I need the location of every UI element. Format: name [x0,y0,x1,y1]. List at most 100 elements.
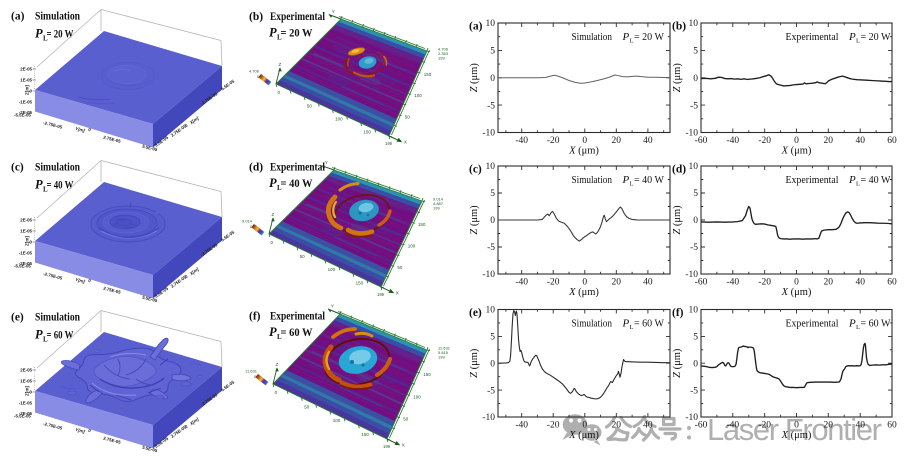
svg-text:40: 40 [643,421,653,431]
svg-text:-40: -40 [726,421,739,431]
svg-text:= 20 W: = 20 W [47,27,74,41]
svg-text:0: 0 [184,424,189,430]
svg-text:0: 0 [30,89,33,94]
svg-text:(a): (a) [11,11,25,23]
svg-text:P: P [269,325,277,339]
svg-text:Z[m]: Z[m] [25,236,30,246]
svg-text:1E-05: 1E-05 [20,379,32,384]
svg-text:0: 0 [693,74,698,84]
svg-text:Z[m]: Z[m] [25,386,30,396]
svg-text:Z (μm): Z (μm) [672,63,683,93]
svg-text:50: 50 [300,254,306,259]
svg-text:-5: -5 [487,243,495,253]
svg-text:2E-05: 2E-05 [20,218,32,223]
svg-text:Experimental: Experimental [786,174,839,186]
svg-text:Z (μm): Z (μm) [469,348,480,378]
svg-text:P: P [269,26,277,40]
svg-text:199: 199 [438,56,445,61]
svg-text:4.706: 4.706 [438,47,449,52]
svg-text:2.75E-05: 2.75E-05 [103,436,122,445]
svg-text:Simulation: Simulation [35,310,80,324]
svg-text:= 20 W: = 20 W [861,31,892,43]
svg-text:L: L [277,333,282,341]
svg-text:= 20 W: = 20 W [634,31,665,43]
svg-text:4.887: 4.887 [433,201,444,206]
svg-text:100: 100 [328,267,336,272]
svg-text:Y: Y [331,304,334,309]
svg-text:X[m]: X[m] [188,416,200,427]
svg-text:(d): (d) [672,164,686,176]
svg-text:150: 150 [363,130,371,135]
svg-text:40: 40 [855,136,865,146]
svg-text:0: 0 [275,390,278,395]
svg-text:2E-05: 2E-05 [20,67,32,72]
svg-text:40: 40 [855,278,865,288]
svg-text:11.631: 11.631 [245,369,258,374]
svg-text:= 20 W: = 20 W [281,26,313,40]
svg-text:0: 0 [278,90,281,95]
svg-text:P: P [622,174,630,186]
svg-text:L: L [43,35,48,43]
svg-text:X (μm): X (μm) [568,287,599,298]
svg-text:(d): (d) [249,162,263,174]
svg-text:60: 60 [887,421,897,431]
svg-text:2E-05: 2E-05 [20,368,32,373]
svg-text:5: 5 [490,47,495,57]
svg-text:Y[m]: Y[m] [75,427,86,434]
svg-text:11.631: 11.631 [438,346,451,351]
svg-text:Z (μm): Z (μm) [469,205,480,235]
svg-text:Experimental: Experimental [270,9,326,23]
svg-text:50: 50 [405,115,411,120]
svg-text:Simulation: Simulation [572,31,613,43]
svg-text:199: 199 [383,444,391,449]
svg-text:50: 50 [403,417,409,422]
svg-text:10: 10 [689,162,699,172]
svg-text:Experimental: Experimental [270,160,326,174]
svg-text:Simulation: Simulation [35,160,80,174]
svg-text:Y: Y [325,160,328,165]
svg-text:0: 0 [490,74,495,84]
svg-text:-2.75E-05: -2.75E-05 [43,120,63,130]
svg-text:5: 5 [490,333,495,343]
svg-text:Z (μm): Z (μm) [469,63,480,93]
svg-text:-2.75E-05: -2.75E-05 [43,421,63,431]
svg-text:40: 40 [643,136,653,146]
svg-text:60: 60 [887,278,897,288]
svg-text:100: 100 [408,244,416,249]
svg-text:2.353: 2.353 [438,51,449,56]
svg-text:P: P [622,31,630,43]
svg-text:100: 100 [414,93,422,98]
svg-text:20: 20 [824,421,834,431]
svg-text:(e): (e) [11,312,24,324]
svg-text:150: 150 [423,372,431,377]
svg-text:9.014: 9.014 [242,219,253,224]
svg-text:= 60 W: = 60 W [281,325,313,339]
svg-text:-5.5E-05: -5.5E-05 [14,264,31,269]
svg-text:-10: -10 [685,413,698,423]
svg-text:0: 0 [30,390,33,395]
svg-text:-20: -20 [547,278,560,288]
svg-text:Y: Y [332,9,335,14]
svg-text:Experimental: Experimental [786,31,839,43]
svg-text:-2E-05: -2E-05 [19,261,33,266]
svg-text:P: P [848,31,856,43]
svg-text:-40: -40 [726,278,739,288]
svg-text:199: 199 [385,141,393,146]
svg-text:-20: -20 [547,421,560,431]
svg-text:10: 10 [486,306,496,316]
svg-text:0: 0 [490,359,495,369]
svg-text:X (μm): X (μm) [781,287,812,298]
svg-text:L: L [856,181,860,188]
svg-text:Z[m]: Z[m] [25,85,30,95]
svg-text:4.706: 4.706 [249,69,260,74]
svg-text:2.75E-05: 2.75E-05 [103,286,122,295]
svg-text:Y[m]: Y[m] [75,126,86,133]
svg-text:X[m]: X[m] [188,266,200,277]
svg-text:100: 100 [333,418,341,423]
svg-text:-5.5E-05: -5.5E-05 [14,414,31,419]
svg-text:Simulation: Simulation [572,174,613,186]
svg-text:50: 50 [304,405,310,410]
svg-text:L: L [856,38,860,45]
svg-text:P: P [622,318,630,330]
svg-text:-20: -20 [758,421,771,431]
